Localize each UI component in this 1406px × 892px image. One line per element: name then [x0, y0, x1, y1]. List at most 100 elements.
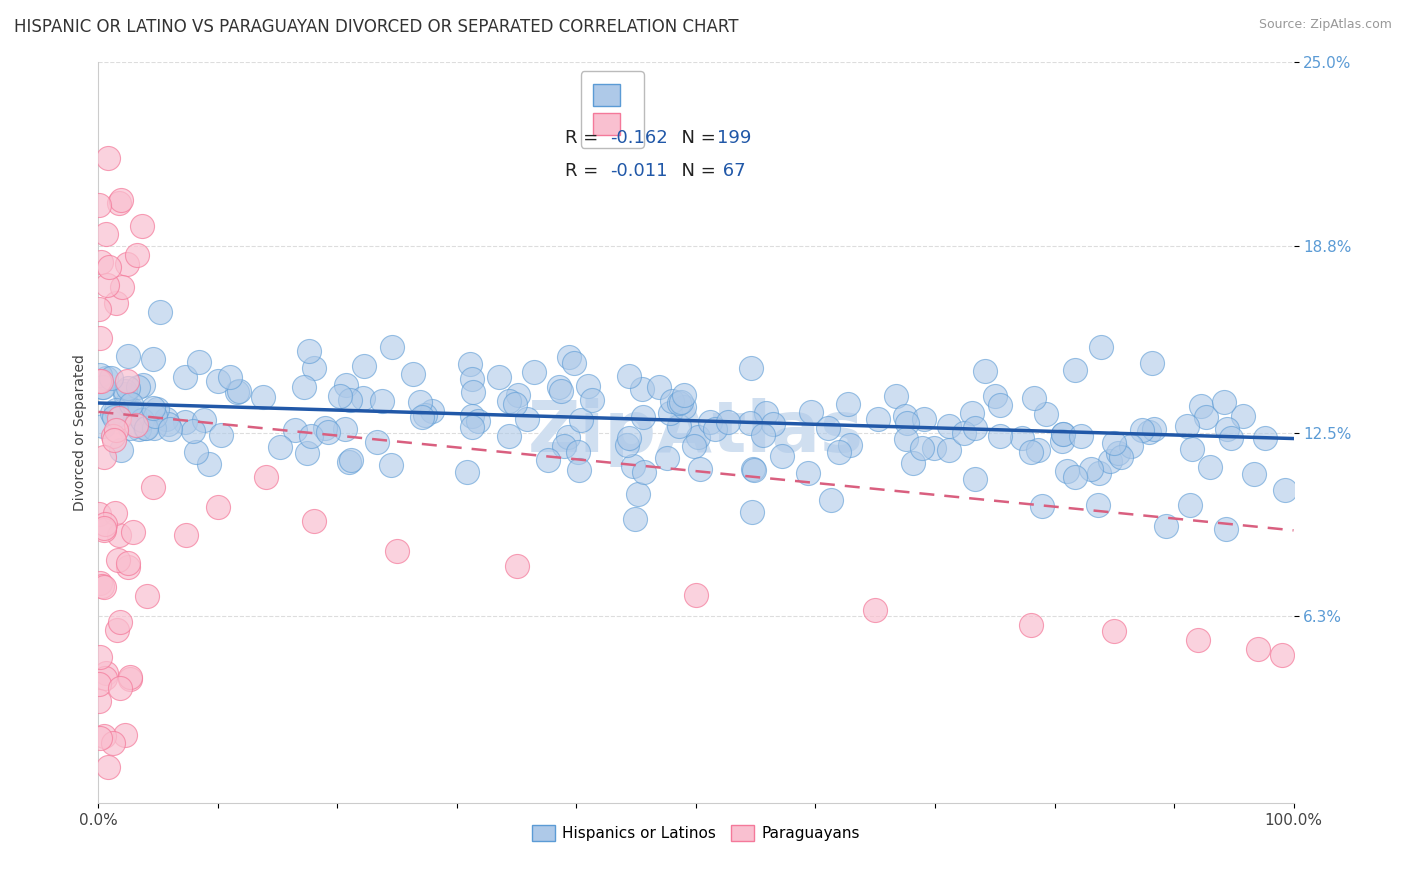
Point [952, 425, 974, 440]
Point [269, 440, 291, 454]
Point [1031, 499, 1053, 513]
Point [461, 372, 484, 386]
Point [252, 391, 274, 405]
Point [96, 665, 118, 680]
Point [117, 381, 139, 395]
Point [105, 295, 128, 310]
Point [413, 408, 436, 422]
Point [820, 492, 842, 507]
Point [1104, 624, 1126, 638]
Point [963, 421, 986, 435]
Point [187, 355, 209, 369]
Point [90, 255, 112, 269]
Point [108, 681, 131, 695]
Point [717, 415, 740, 429]
Point [911, 442, 934, 456]
Point [659, 406, 682, 420]
Point [297, 344, 319, 359]
Point [1102, 436, 1125, 450]
Point [89, 507, 111, 521]
Point [1271, 648, 1294, 662]
Point [984, 389, 1007, 403]
Point [631, 409, 654, 424]
Point [1087, 467, 1109, 481]
Point [669, 394, 692, 409]
Point [1247, 641, 1270, 656]
Point [1056, 464, 1078, 478]
Point [672, 388, 695, 402]
Point [134, 421, 156, 435]
Point [103, 410, 125, 425]
Point [800, 405, 823, 419]
Point [117, 349, 139, 363]
Point [1052, 426, 1074, 441]
Point [1213, 395, 1236, 409]
Point [284, 423, 307, 437]
Text: N =: N = [671, 162, 721, 180]
Point [198, 457, 221, 471]
Point [557, 429, 579, 443]
Point [762, 417, 785, 431]
Point [648, 380, 671, 394]
Point [149, 304, 172, 318]
Point [568, 463, 591, 477]
Point [912, 412, 935, 426]
Point [159, 421, 181, 435]
Point [385, 544, 409, 558]
Point [550, 384, 572, 398]
Point [1187, 632, 1209, 647]
Point [868, 411, 890, 425]
Point [901, 456, 924, 470]
Point [89, 301, 111, 316]
Point [458, 357, 481, 371]
Point [380, 458, 402, 472]
Point [155, 412, 177, 426]
Point [627, 487, 650, 501]
Point [105, 623, 128, 637]
Point [120, 397, 142, 411]
Point [1107, 446, 1129, 460]
Point [114, 728, 136, 742]
Point [1022, 392, 1045, 406]
Point [87, 677, 110, 691]
Point [135, 421, 157, 435]
Point [893, 409, 915, 424]
Point [973, 364, 995, 378]
Point [1090, 340, 1112, 354]
Point [461, 409, 484, 423]
Point [131, 413, 153, 427]
Point [741, 505, 763, 519]
Point [1019, 445, 1042, 459]
Point [581, 393, 603, 408]
Point [174, 416, 197, 430]
Point [292, 380, 315, 394]
Point [837, 397, 859, 411]
Point [114, 384, 136, 398]
Y-axis label: Divorced or Separated: Divorced or Separated [73, 354, 87, 511]
Point [93, 671, 115, 685]
Point [93, 520, 115, 534]
Point [411, 409, 433, 424]
Point [1189, 400, 1212, 414]
Point [990, 428, 1012, 442]
Point [460, 420, 482, 434]
Point [704, 422, 727, 436]
Point [142, 352, 165, 367]
Point [894, 433, 917, 447]
Point [97, 760, 120, 774]
Point [1111, 450, 1133, 464]
Point [498, 429, 520, 443]
Point [1121, 439, 1143, 453]
Point [118, 421, 141, 435]
Point [96, 277, 118, 292]
Point [127, 379, 149, 393]
Point [1080, 462, 1102, 476]
Point [988, 398, 1011, 412]
Point [110, 193, 132, 207]
Point [740, 360, 762, 375]
Point [1215, 522, 1237, 536]
Point [225, 384, 247, 399]
Point [89, 576, 111, 591]
Point [1130, 423, 1153, 437]
Point [335, 378, 357, 392]
